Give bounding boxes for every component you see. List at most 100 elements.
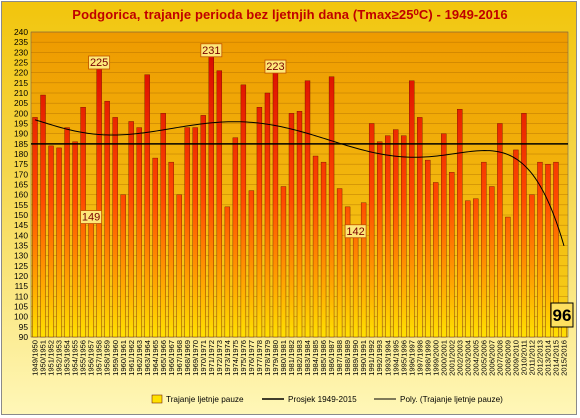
bar [304, 80, 311, 338]
bar [152, 157, 158, 338]
bar [425, 159, 431, 338]
data-label: 149 [80, 210, 103, 224]
data-label: 223 [264, 59, 287, 74]
legend-item-average: Prosjek 1949-2015 [262, 395, 357, 404]
bar [457, 109, 463, 338]
bar [96, 62, 102, 338]
y-tick-label: 150 [14, 210, 28, 220]
x-tick-label: 2002/2003 [455, 340, 464, 376]
x-tick-label: 1973/1974 [223, 340, 232, 376]
x-tick-label: 1974/1975 [231, 340, 240, 376]
bar [409, 80, 415, 338]
x-tick-label: 1955/1956 [79, 340, 88, 376]
y-tick-label: 145 [14, 220, 28, 230]
bar [433, 182, 439, 338]
x-tick-label: 1994/1995 [391, 340, 400, 376]
bar [473, 198, 479, 338]
x-tick-label: 1961/1962 [127, 340, 136, 376]
bar [232, 137, 239, 338]
y-tick-label: 210 [14, 88, 28, 98]
x-tick-label: 1965/1966 [159, 340, 168, 376]
x-tick-label: 1949/1950 [31, 340, 40, 376]
y-tick-label: 175 [14, 159, 28, 169]
x-tick-label: 1984/1985 [311, 340, 320, 376]
y-tick-label: 135 [14, 241, 28, 251]
y-tick-label: 195 [14, 119, 28, 129]
x-tick-label: 1986/1987 [327, 340, 336, 376]
x-tick-label: 1997/1998 [415, 340, 424, 376]
data-label-box [80, 210, 103, 224]
x-tick-label: 1982/1983 [295, 340, 304, 376]
x-tick-label: 1987/1988 [335, 340, 344, 376]
bar [72, 141, 78, 338]
data-label-box [550, 302, 574, 328]
legend-label: Poly. (Trajanje ljetnje pauze) [400, 395, 503, 404]
bar [64, 127, 70, 338]
bar [56, 147, 62, 338]
data-label-text: 223 [266, 61, 284, 73]
x-tick-label: 1985/1986 [319, 340, 328, 376]
data-label-text: 225 [90, 57, 108, 69]
y-tick-label: 115 [15, 281, 29, 291]
y-tick-label: 240 [14, 27, 28, 37]
y-tick-label: 130 [14, 251, 28, 261]
legend-label: Prosjek 1949-2015 [288, 395, 357, 404]
y-tick-label: 215 [14, 78, 28, 88]
legend-item-trend: Poly. (Trajanje ljetnje pauze) [374, 395, 503, 404]
x-tick-label: 2011/2012 [528, 340, 537, 375]
bar [328, 76, 335, 338]
bar [120, 194, 126, 338]
data-label: 231 [200, 43, 223, 58]
y-tick-label: 170 [14, 169, 28, 179]
y-tick-label: 205 [14, 98, 28, 108]
x-tick-label: 1995/1996 [399, 340, 408, 376]
bar [104, 100, 110, 338]
bar [208, 50, 214, 338]
x-tick-label: 1976/1977 [247, 340, 256, 376]
x-tick-label: 1977/1978 [255, 340, 264, 376]
bar [160, 113, 166, 338]
bar [128, 121, 134, 338]
x-tick-label: 1981/1982 [287, 340, 296, 376]
x-tick-label: 1967/1968 [175, 340, 184, 376]
x-tick-label: 1991/1992 [367, 340, 376, 376]
x-tick-label: 2001/2002 [447, 340, 456, 376]
x-tick-label: 1990/1991 [359, 340, 368, 376]
bar [112, 117, 118, 338]
x-tick-label: 1964/1965 [151, 340, 160, 376]
bar [176, 194, 182, 338]
bar [320, 161, 327, 338]
legend-item-bars: Trajanje ljetnje pauze [151, 394, 244, 404]
x-tick-label: 2015/2016 [560, 340, 569, 376]
bar [192, 127, 198, 338]
y-tick-label: 165 [14, 180, 28, 190]
bar [505, 216, 511, 338]
bar [376, 141, 383, 338]
bar [240, 84, 247, 338]
bar [417, 117, 423, 338]
bar [136, 127, 142, 338]
x-tick-label: 1950/1951 [39, 340, 48, 376]
x-tick-label: 2009/2010 [512, 340, 521, 376]
x-tick-label: 1966/1967 [167, 340, 176, 376]
y-tick-label: 125 [14, 261, 28, 271]
chart-title: Podgorica, trajanje perioda bez ljetnjih… [72, 7, 508, 22]
x-tick-label: 1980/1981 [279, 340, 288, 376]
y-tick-label: 90 [19, 332, 29, 342]
bar [200, 115, 206, 338]
y-tick-label: 160 [14, 190, 28, 200]
x-tick-label: 1970/1971 [199, 340, 208, 376]
legend-label: Trajanje ljetnje pauze [166, 395, 244, 404]
x-tick-label: 2014/2015 [552, 340, 561, 376]
x-tick-label: 1972/1973 [215, 340, 224, 376]
x-tick-label: 1956/1957 [87, 340, 96, 376]
x-tick-label: 2007/2008 [495, 340, 504, 376]
bar [529, 194, 535, 338]
x-tick-label: 1975/1976 [239, 340, 248, 376]
bar [545, 163, 551, 338]
bar [368, 123, 375, 338]
bar [449, 172, 455, 338]
bar [481, 161, 487, 338]
data-label: 142 [344, 224, 367, 239]
